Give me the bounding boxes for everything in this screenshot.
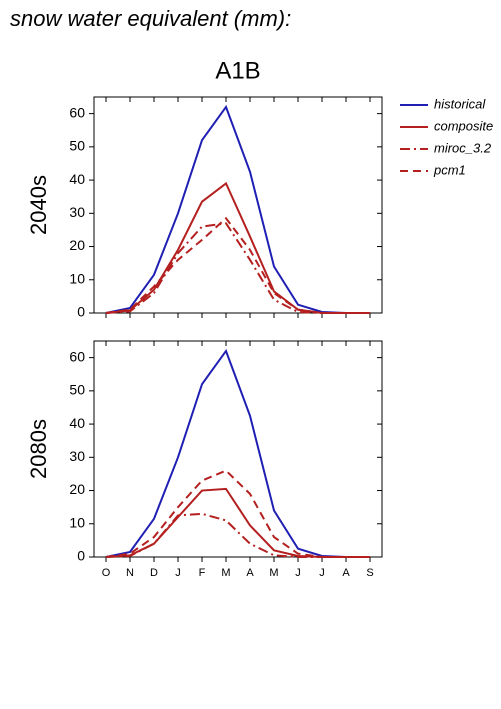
x-tick-label: M [221,567,230,579]
x-tick-label: A [342,567,350,579]
y-tick-label: 40 [69,171,85,187]
series-line [105,348,370,558]
series-line [105,469,370,558]
y-tick-label: 20 [69,481,85,497]
y-tick-label: 10 [69,270,85,286]
series-line [105,216,370,314]
y-tick-label: 40 [69,415,85,431]
x-tick-label: J [319,567,325,579]
y-tick-label: 20 [69,237,85,253]
y-tick-label: 50 [69,382,85,398]
x-tick-label: M [269,567,278,579]
x-tick-label: O [102,567,111,579]
legend-label: composite [434,118,493,133]
series-line [105,512,370,558]
x-tick-label: N [126,567,134,579]
series-line [105,487,370,558]
legend-label: miroc_3.2 [434,140,492,155]
x-tick-label: J [295,567,301,579]
title: snow water equivalent (mm): [10,6,291,31]
x-tick-label: S [366,567,373,579]
y-axis-label: 2080s [26,419,51,479]
legend-label: historical [434,96,486,111]
y-tick-label: 10 [69,514,85,530]
y-tick-label: 60 [69,348,85,364]
y-axis-label: 2040s [26,175,51,235]
plot-frame [93,96,383,314]
x-tick-label: D [150,567,158,579]
series-line [105,222,370,314]
subtitle: A1B [215,57,260,84]
y-tick-label: 0 [77,548,85,564]
y-tick-label: 50 [69,138,85,154]
x-tick-label: F [199,567,206,579]
legend-label: pcm1 [433,162,466,177]
plot-frame [93,340,383,558]
y-tick-label: 30 [69,204,85,220]
y-tick-label: 0 [77,304,85,320]
x-tick-label: A [246,567,254,579]
y-tick-label: 30 [69,448,85,464]
x-tick-label: J [175,567,181,579]
y-tick-label: 60 [69,104,85,120]
